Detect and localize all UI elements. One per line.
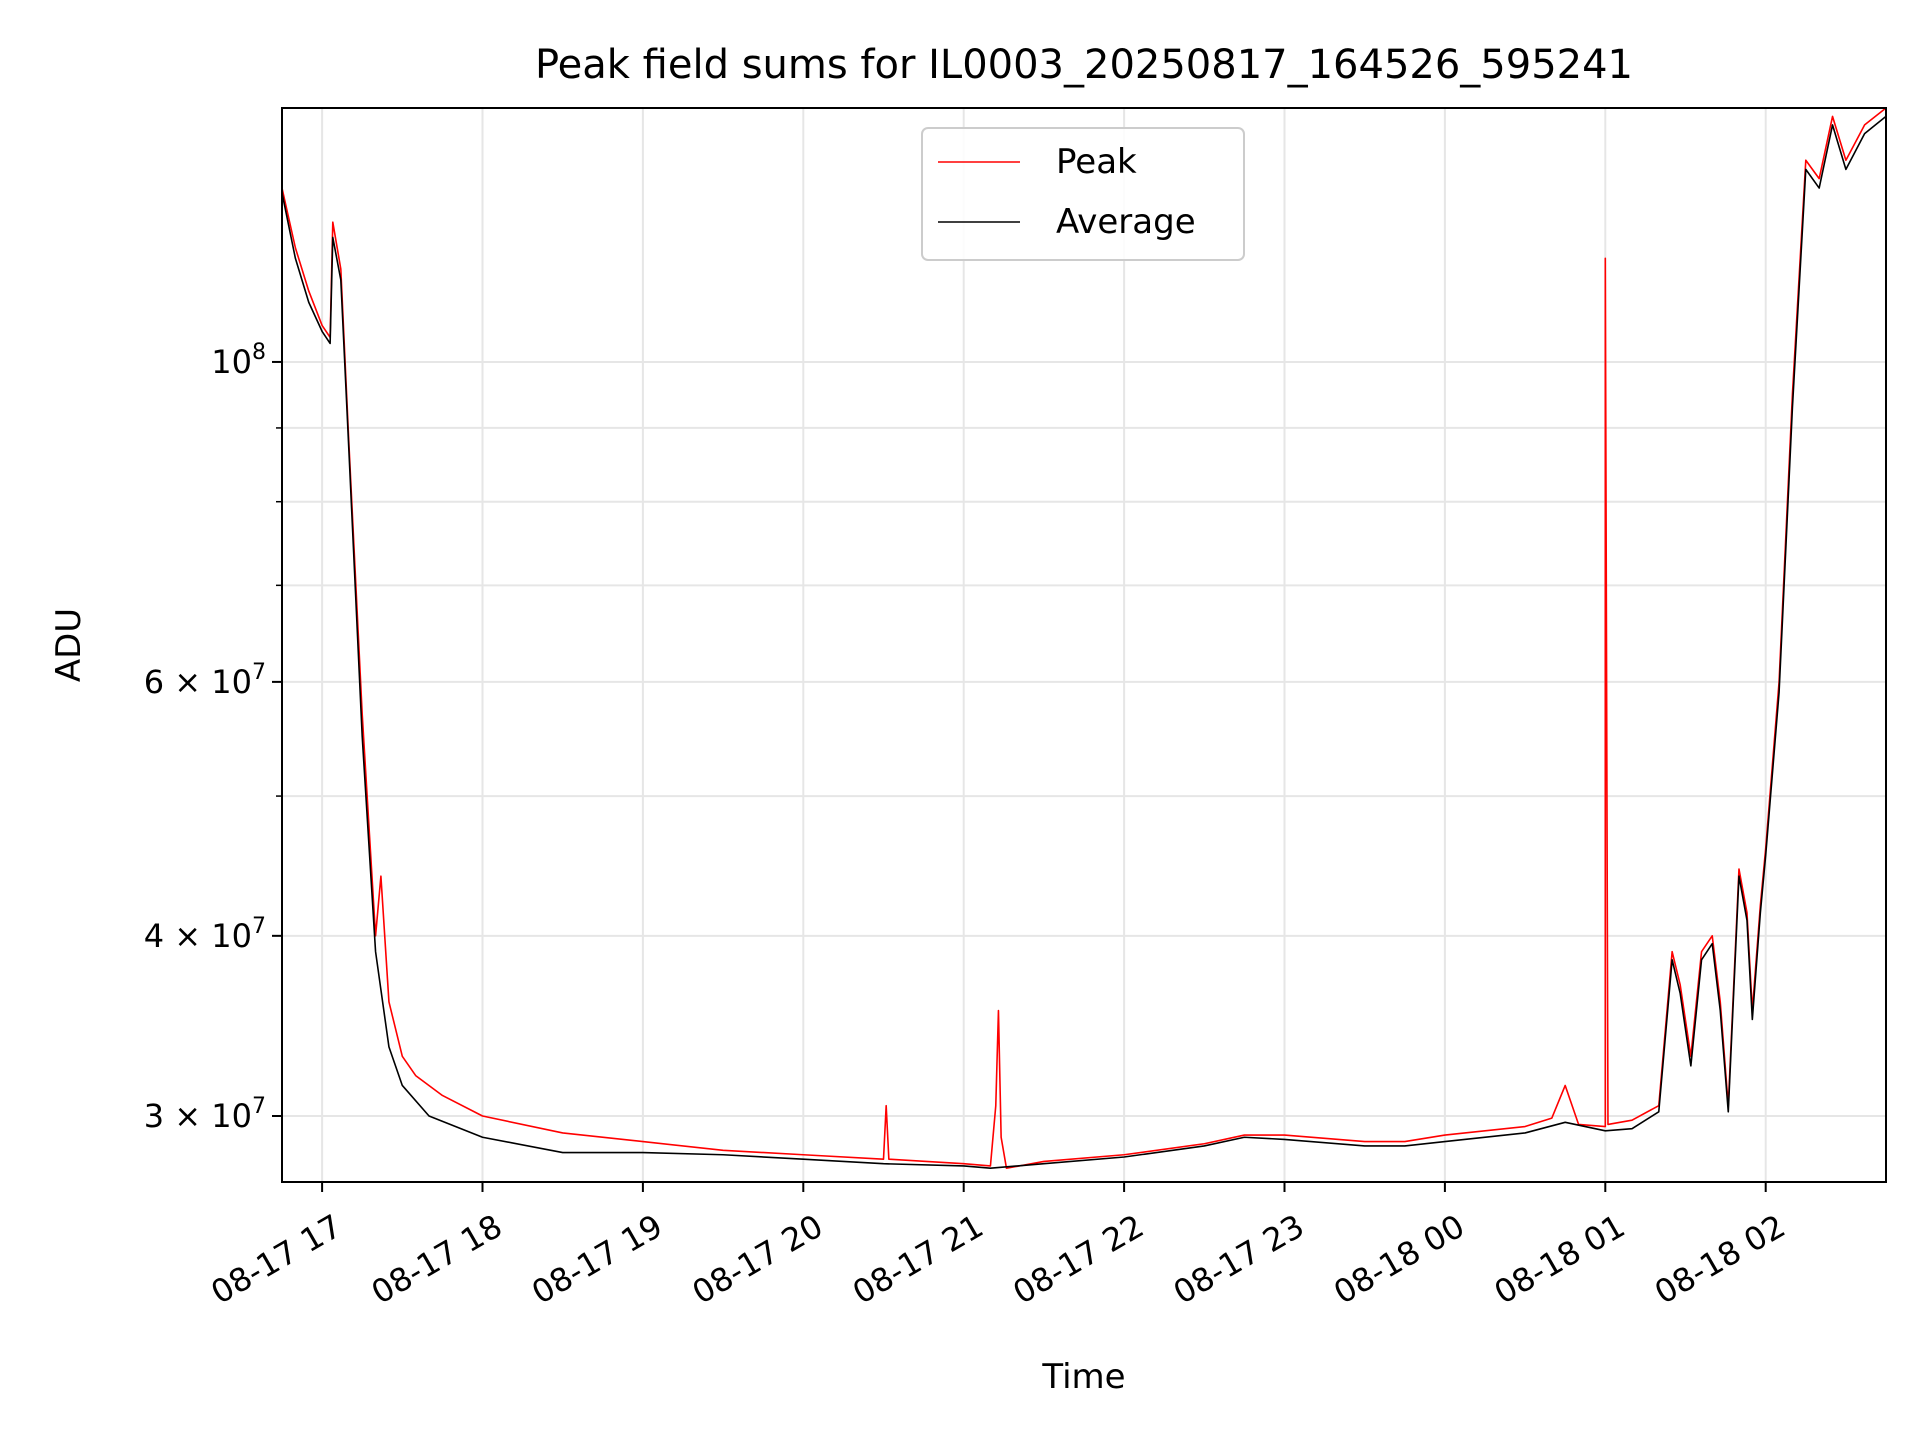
chart-title: Peak field sums for IL0003_20250817_1645… [535,42,1633,88]
plot-frame [281,107,1887,1183]
y-tick-label: 3 × 107 [144,1094,266,1135]
x-axis-label: Time [1041,1357,1125,1397]
legend-label-average: Average [1056,202,1196,242]
legend: Peak Average [921,127,1245,261]
y-tick-label: 4 × 107 [144,914,266,955]
series-line-average [282,115,1886,1170]
y-tick-label: 108 [211,340,266,381]
legend-box [921,127,1245,261]
series-layer [282,108,1886,1170]
legend-label-peak: Peak [1056,142,1137,182]
y-tick-label: 6 × 107 [144,660,266,701]
y-axis-label: ADU [49,608,89,682]
